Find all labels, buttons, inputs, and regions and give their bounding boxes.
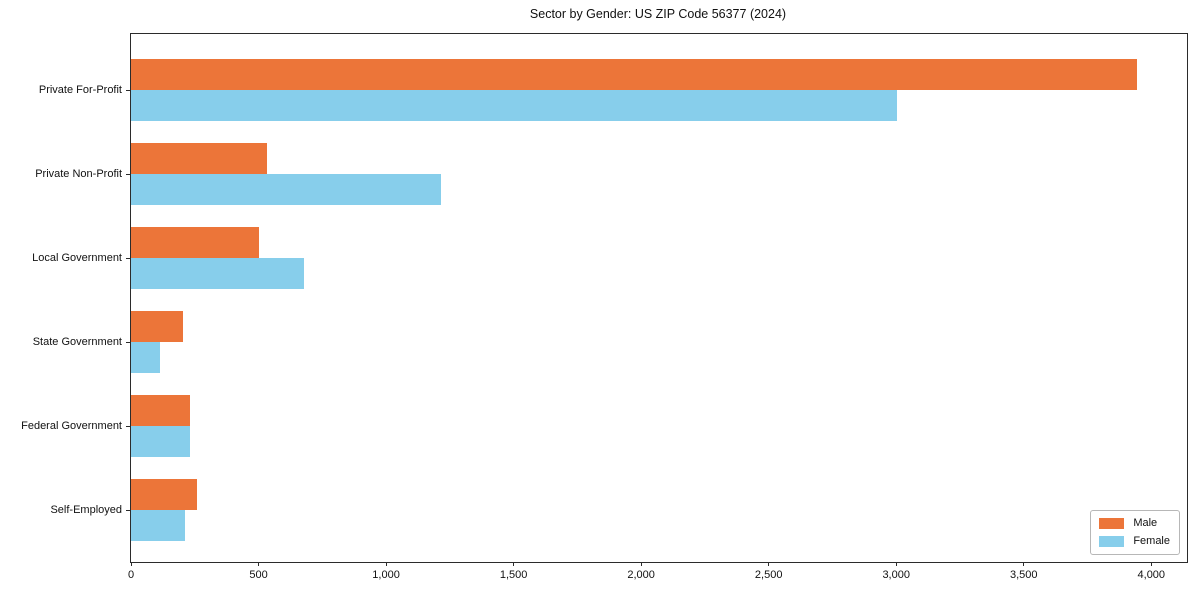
bar-female-self-employed [131, 510, 185, 541]
x-tick-3500 [1023, 562, 1025, 566]
chart-title: Sector by Gender: US ZIP Code 56377 (202… [529, 7, 787, 21]
plot-area: Male Female Private For-Profit Private No… [21, 33, 1188, 581]
bar-male-self-employed [131, 479, 198, 510]
bar-male-state-government [131, 311, 184, 342]
bar-female-private-non-profit [131, 174, 441, 205]
x-axis-label-4000: 4,000 [1137, 569, 1166, 581]
y-tick-federal-government [126, 426, 130, 427]
legend: Male Female [1090, 510, 1180, 555]
bar-female-local-government [131, 258, 305, 289]
y-axis-label-private-for-profit: Private For-Profit [38, 84, 122, 96]
x-axis-label-1000: 1,000 [372, 569, 400, 581]
y-axis-label-local-government: Local Government [32, 252, 122, 264]
y-axis-label-self-employed: Self-Employed [50, 504, 122, 516]
y-tick-self-employed [126, 510, 130, 511]
y-tick-state-government [126, 342, 130, 343]
x-tick-0 [130, 562, 132, 566]
y-axis-label-state-government: State Government [32, 336, 122, 348]
y-tick-private-non-profit [126, 174, 130, 175]
legend-item-female: Female [1099, 535, 1170, 547]
y-tick-local-government [126, 258, 130, 259]
legend-item-male: Male [1099, 517, 1170, 529]
x-axis-label-2500: 2,500 [754, 569, 783, 581]
x-axis-label-500: 500 [249, 569, 268, 581]
y-axis-label-private-non-profit: Private Non-Profit [35, 168, 122, 180]
y-axis-label-federal-government: Federal Government [21, 420, 122, 432]
bar-female-state-government [131, 342, 161, 373]
x-axis-label-2000: 2,000 [627, 569, 655, 581]
legend-label-male: Male [1133, 517, 1158, 529]
x-axis-label-1500: 1,500 [499, 569, 528, 581]
bars-container [131, 34, 1187, 562]
x-tick-500 [258, 562, 260, 566]
x-tick-4000 [1150, 562, 1152, 566]
x-tick-2500 [768, 562, 770, 566]
x-tick-1500 [513, 562, 515, 566]
male-series-swatch [1099, 517, 1125, 529]
bar-female-federal-government [131, 426, 190, 457]
x-axis-label-3500: 3,500 [1009, 569, 1038, 581]
x-tick-1000 [385, 562, 387, 566]
x-axis-label-0: 0 [127, 569, 135, 581]
y-tick-private-for-profit [126, 90, 130, 91]
bar-male-local-government [131, 227, 259, 258]
x-axis-label-3000: 3,000 [882, 569, 910, 581]
bar-male-private-for-profit [131, 59, 1138, 90]
bar-male-federal-government [131, 395, 190, 426]
x-tick-3000 [895, 562, 897, 566]
bar-male-private-non-profit [131, 143, 268, 174]
bar-female-private-for-profit [131, 90, 898, 121]
x-tick-2000 [640, 562, 642, 566]
legend-label-female: Female [1133, 535, 1170, 547]
female-series-swatch [1099, 535, 1125, 547]
